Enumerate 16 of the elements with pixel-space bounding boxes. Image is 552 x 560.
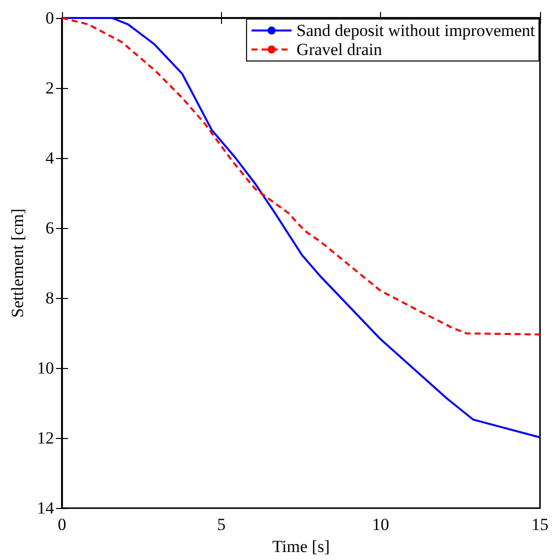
x-tick-label: 15 [532, 515, 548, 534]
y-axis-title: Settlement [cm] [8, 208, 27, 318]
y-tick-label: 4 [46, 148, 54, 168]
y-tick-label: 8 [46, 288, 54, 308]
y-tick-label: 14 [37, 498, 54, 518]
y-tick-label: 2 [46, 78, 54, 98]
y-tick-label: 10 [37, 358, 54, 378]
legend-label: Gravel drain [296, 40, 382, 59]
x-tick-label: 10 [372, 515, 390, 534]
y-tick-label: 12 [37, 428, 54, 448]
x-tick-label: 0 [58, 515, 66, 534]
y-tick-label: 6 [46, 218, 54, 238]
y-tick-label: 0 [46, 8, 54, 28]
x-tick-label: 5 [217, 515, 226, 534]
legend-label: Sand deposit without improvement [296, 21, 536, 40]
x-axis-title: Time [s] [272, 537, 330, 556]
